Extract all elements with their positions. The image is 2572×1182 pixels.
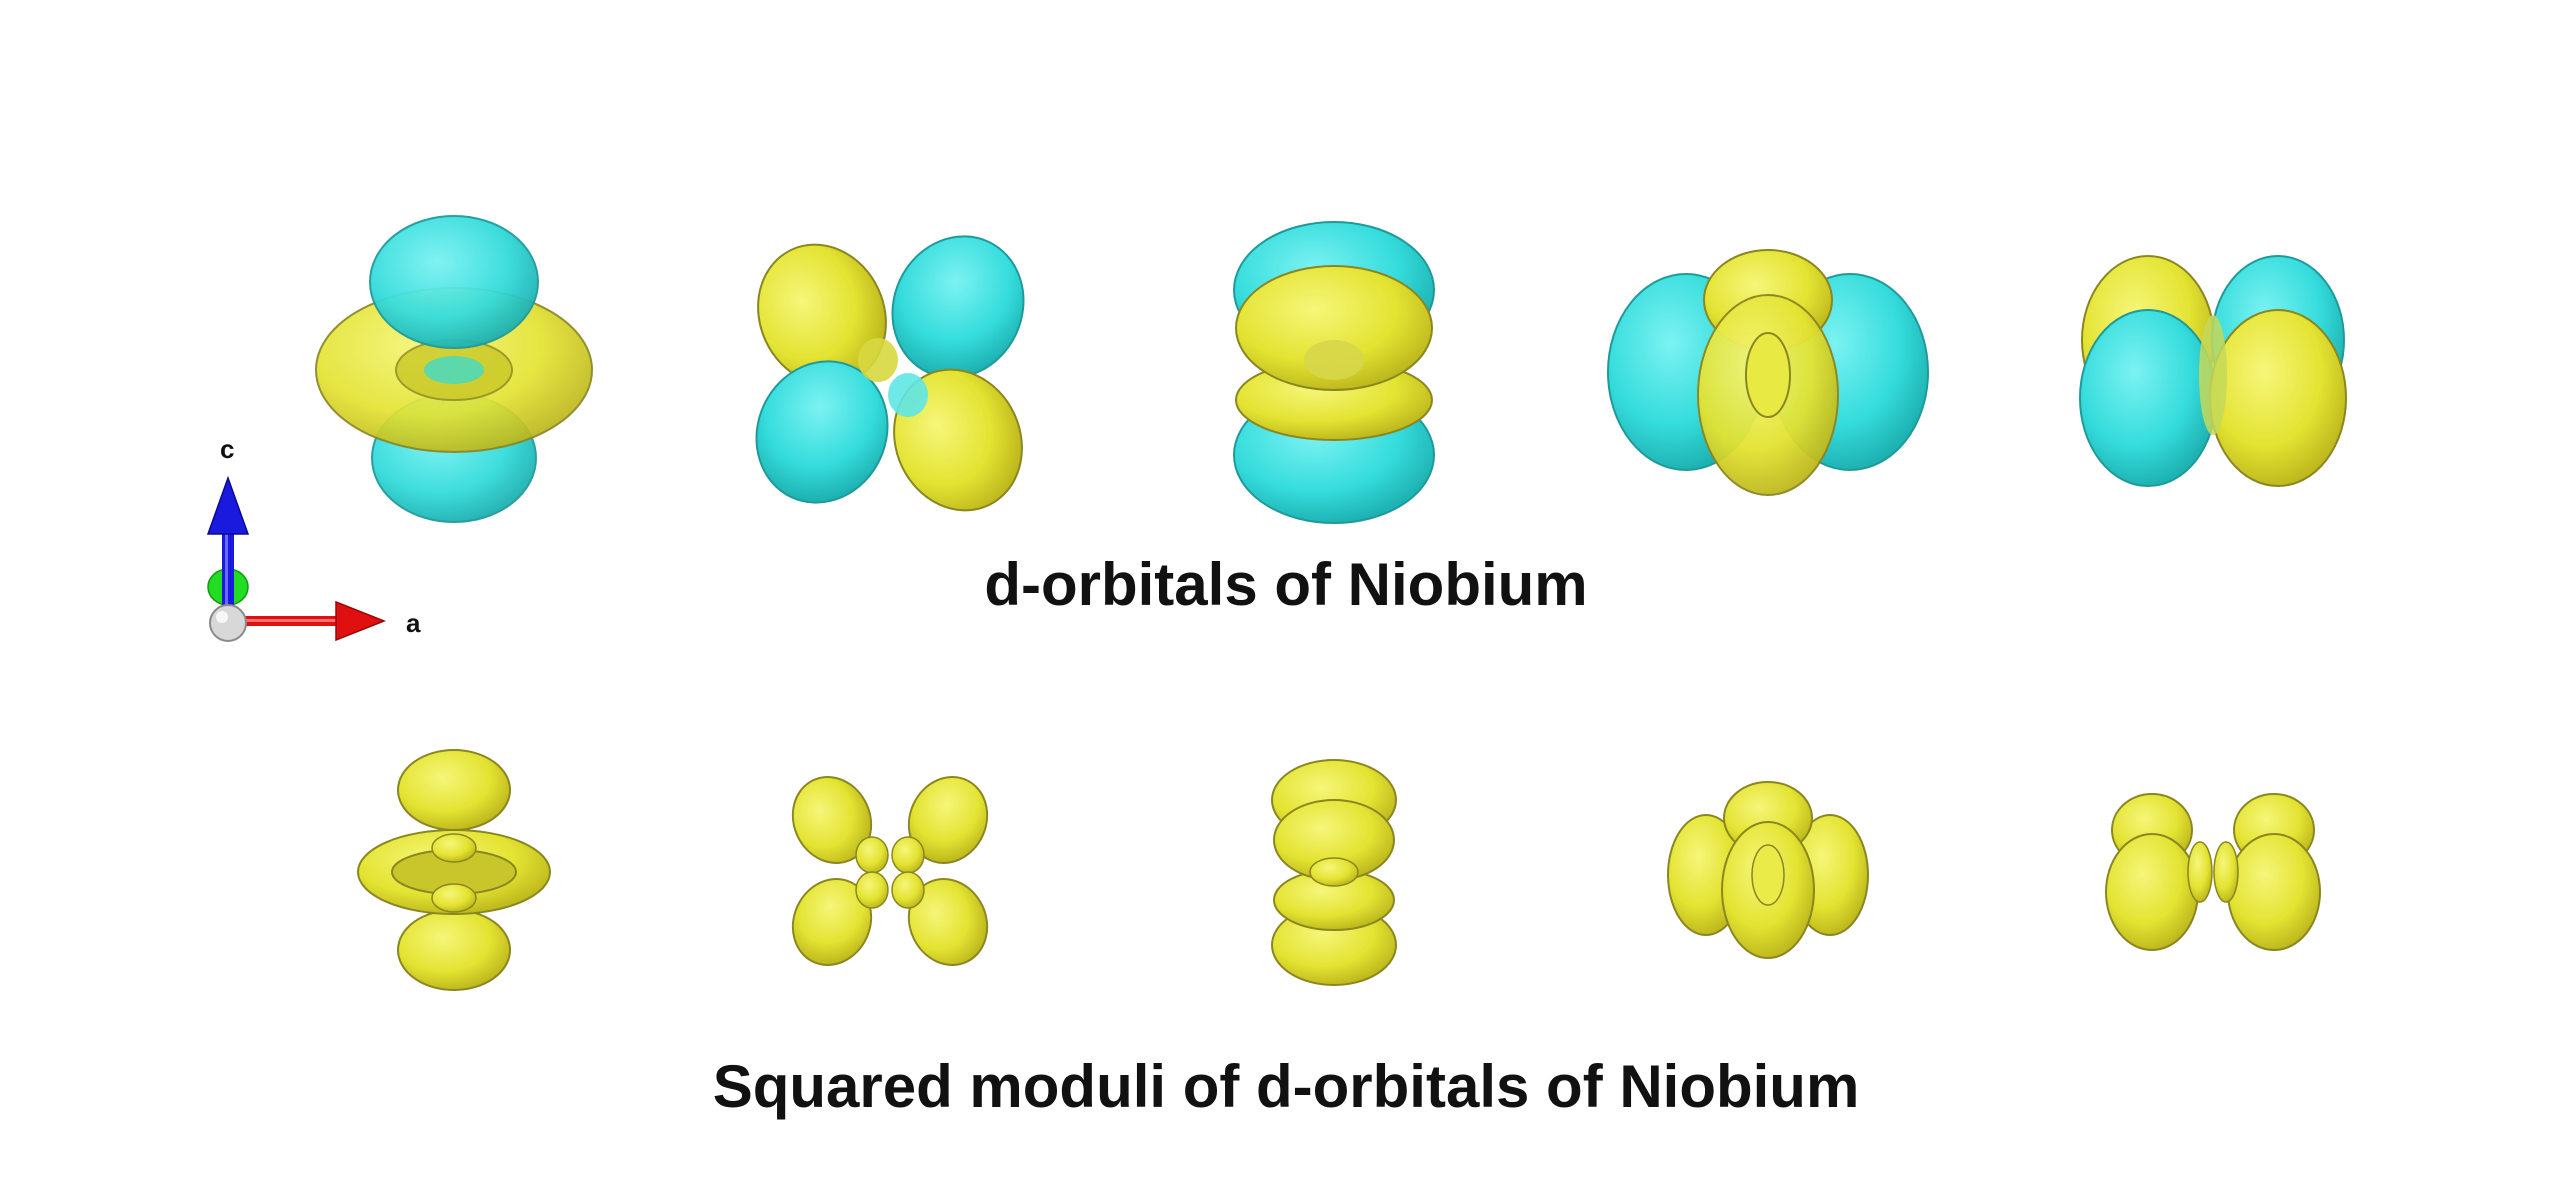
orbital-top-4 bbox=[1607, 249, 1929, 496]
axis-indicator: c a bbox=[206, 434, 421, 642]
c-axis-arrow bbox=[206, 475, 250, 618]
orbital-top-2 bbox=[755, 235, 1025, 512]
orbital-bottom-4 bbox=[1667, 781, 1869, 959]
orbital-bottom-1 bbox=[357, 749, 551, 991]
orbital-bottom-5 bbox=[2105, 793, 2321, 951]
orbital-top-1 bbox=[315, 215, 593, 523]
orbital-top-5 bbox=[2079, 255, 2347, 487]
orbital-bottom-3 bbox=[1271, 759, 1397, 986]
orbital-top-3 bbox=[1233, 221, 1435, 524]
orbital-bottom-2 bbox=[791, 776, 989, 966]
caption-squared-moduli: Squared moduli of d-orbitals of Niobium bbox=[712, 1053, 1860, 1120]
c-axis-label: c bbox=[220, 434, 234, 464]
a-axis-label: a bbox=[406, 608, 421, 638]
a-axis-arrow bbox=[228, 600, 387, 642]
caption-d-orbitals: d-orbitals of Niobium bbox=[984, 551, 1588, 618]
